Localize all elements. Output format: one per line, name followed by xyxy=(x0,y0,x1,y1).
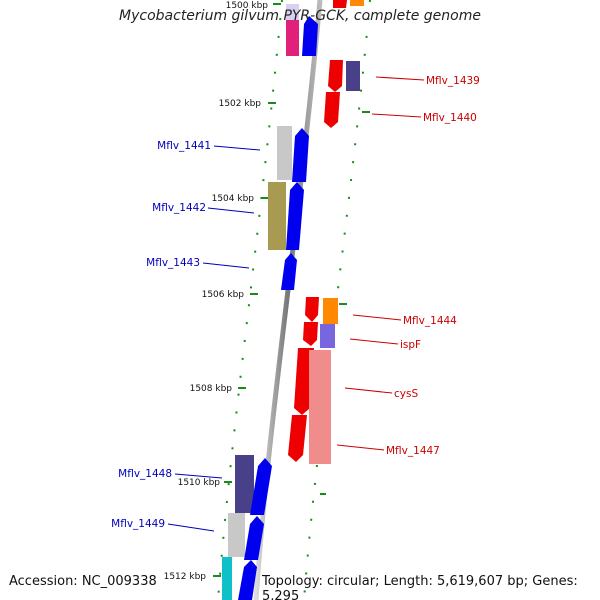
gene-mflv-1440[interactable] xyxy=(324,92,340,128)
leader-mflv-1443 xyxy=(202,262,250,269)
gene-label[interactable]: cysS xyxy=(394,388,418,400)
leader-ispf xyxy=(349,338,399,345)
topology-text: Topology: circular; Length: 5,619,607 bp… xyxy=(262,574,578,600)
kbp-label: 1506 kbp xyxy=(202,290,245,300)
kbp-label: 1500 kbp xyxy=(226,1,269,11)
kbp-labels: 1500 kbp 1502 kbp 1504 kbp 1506 kbp 1508… xyxy=(164,1,269,582)
features xyxy=(222,0,364,600)
gene-bottom-blue[interactable] xyxy=(238,560,257,600)
gene-label[interactable]: Mflv_1444 xyxy=(403,315,457,327)
feature-mflv-1449[interactable] xyxy=(228,513,245,557)
feature-mflv-1441[interactable] xyxy=(277,126,292,180)
map-title: Mycobacterium gilvum PYR-GCK, complete g… xyxy=(119,8,481,24)
gene-mflv-1444[interactable] xyxy=(305,297,319,322)
feature-pale-lavender-1[interactable] xyxy=(286,4,299,20)
leader-mflv-1444 xyxy=(352,314,402,321)
gene-label[interactable]: Mflv_1442 xyxy=(152,202,206,214)
gene-label[interactable]: Mflv_1440 xyxy=(423,112,477,124)
feature-ispf[interactable] xyxy=(320,324,335,348)
leader-mflv-1449 xyxy=(167,523,215,532)
leader-mflv-1447 xyxy=(336,444,385,451)
feature-bottom-cyan[interactable] xyxy=(222,557,232,600)
kbp-label: 1512 kbp xyxy=(164,572,207,582)
gene-ispf[interactable] xyxy=(303,322,318,346)
leader-mflv-1441 xyxy=(213,145,261,151)
gene-mflv-1442[interactable] xyxy=(286,182,304,250)
label-leader-lines xyxy=(167,76,425,532)
gene-mflv-1447[interactable] xyxy=(288,415,307,462)
gene-label[interactable]: Mflv_1448 xyxy=(118,468,172,480)
forward-outer-lane xyxy=(217,0,283,600)
feature-mflv-1442[interactable] xyxy=(268,182,286,250)
leader-cyss xyxy=(344,387,393,394)
feature-magenta-1[interactable] xyxy=(286,20,299,56)
feature-cyss[interactable] xyxy=(309,350,331,464)
gene-label[interactable]: Mflv_1443 xyxy=(146,257,200,269)
gene-label[interactable]: Mflv_1441 xyxy=(157,140,211,152)
gene-top-red[interactable] xyxy=(333,0,347,8)
feature-mflv-1444[interactable] xyxy=(323,298,338,324)
gene-top-blue[interactable] xyxy=(302,16,318,56)
reverse-outer-lane xyxy=(303,0,371,600)
gene-label[interactable]: ispF xyxy=(400,339,421,351)
leader-mflv-1439 xyxy=(375,76,425,81)
leader-mflv-1448 xyxy=(174,473,223,479)
gene-label[interactable]: Mflv_1439 xyxy=(426,75,480,87)
gene-label[interactable]: Mflv_1449 xyxy=(111,518,165,530)
kbp-label: 1502 kbp xyxy=(219,99,262,109)
gene-mflv-1443[interactable] xyxy=(281,253,297,290)
gene-mflv-1441[interactable] xyxy=(292,128,309,182)
gene-mflv-1449[interactable] xyxy=(244,516,264,560)
kbp-label: 1510 kbp xyxy=(178,478,221,488)
kbp-tick-group xyxy=(213,3,370,577)
gene-labels: Mflv_1439 Mflv_1440 Mflv_1441 Mflv_1442 … xyxy=(111,75,480,530)
leader-mflv-1440 xyxy=(371,113,422,118)
gene-mflv-1439[interactable] xyxy=(328,60,343,92)
gene-label[interactable]: Mflv_1447 xyxy=(386,445,440,457)
gene-top-orange[interactable] xyxy=(350,0,364,6)
gene-mflv-1448[interactable] xyxy=(250,458,272,515)
feature-mflv-1448[interactable] xyxy=(235,455,254,513)
feature-mflv-1439[interactable] xyxy=(346,61,360,91)
kbp-label: 1504 kbp xyxy=(212,194,255,204)
accession-text: Accession: NC_009338 xyxy=(9,574,157,589)
leader-mflv-1442 xyxy=(207,207,255,214)
kbp-label: 1508 kbp xyxy=(190,384,233,394)
